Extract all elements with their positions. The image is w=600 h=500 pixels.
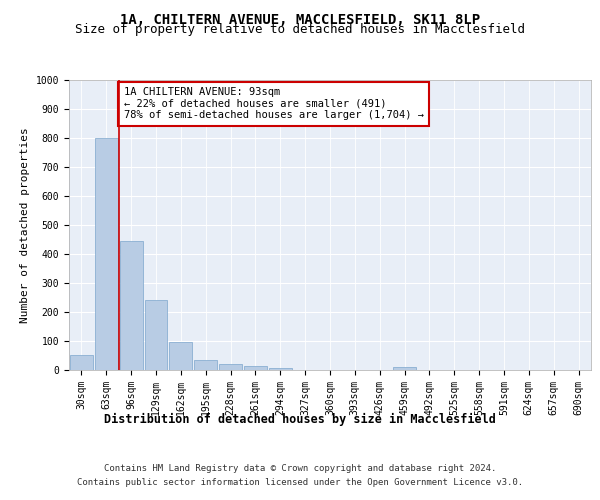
Bar xyxy=(393,366,416,370)
Bar xyxy=(145,300,167,370)
Text: Contains HM Land Registry data © Crown copyright and database right 2024.: Contains HM Land Registry data © Crown c… xyxy=(104,464,496,473)
Bar xyxy=(169,342,192,370)
Y-axis label: Number of detached properties: Number of detached properties xyxy=(20,127,30,323)
Text: 1A CHILTERN AVENUE: 93sqm
← 22% of detached houses are smaller (491)
78% of semi: 1A CHILTERN AVENUE: 93sqm ← 22% of detac… xyxy=(124,87,424,120)
Bar xyxy=(244,366,267,370)
Text: 1A, CHILTERN AVENUE, MACCLESFIELD, SK11 8LP: 1A, CHILTERN AVENUE, MACCLESFIELD, SK11 … xyxy=(120,12,480,26)
Bar xyxy=(219,364,242,370)
Text: Size of property relative to detached houses in Macclesfield: Size of property relative to detached ho… xyxy=(75,24,525,36)
Bar xyxy=(120,241,143,370)
Bar xyxy=(95,138,118,370)
Bar xyxy=(194,360,217,370)
Bar xyxy=(269,368,292,370)
Text: Contains public sector information licensed under the Open Government Licence v3: Contains public sector information licen… xyxy=(77,478,523,487)
Bar xyxy=(70,355,93,370)
Text: Distribution of detached houses by size in Macclesfield: Distribution of detached houses by size … xyxy=(104,412,496,426)
